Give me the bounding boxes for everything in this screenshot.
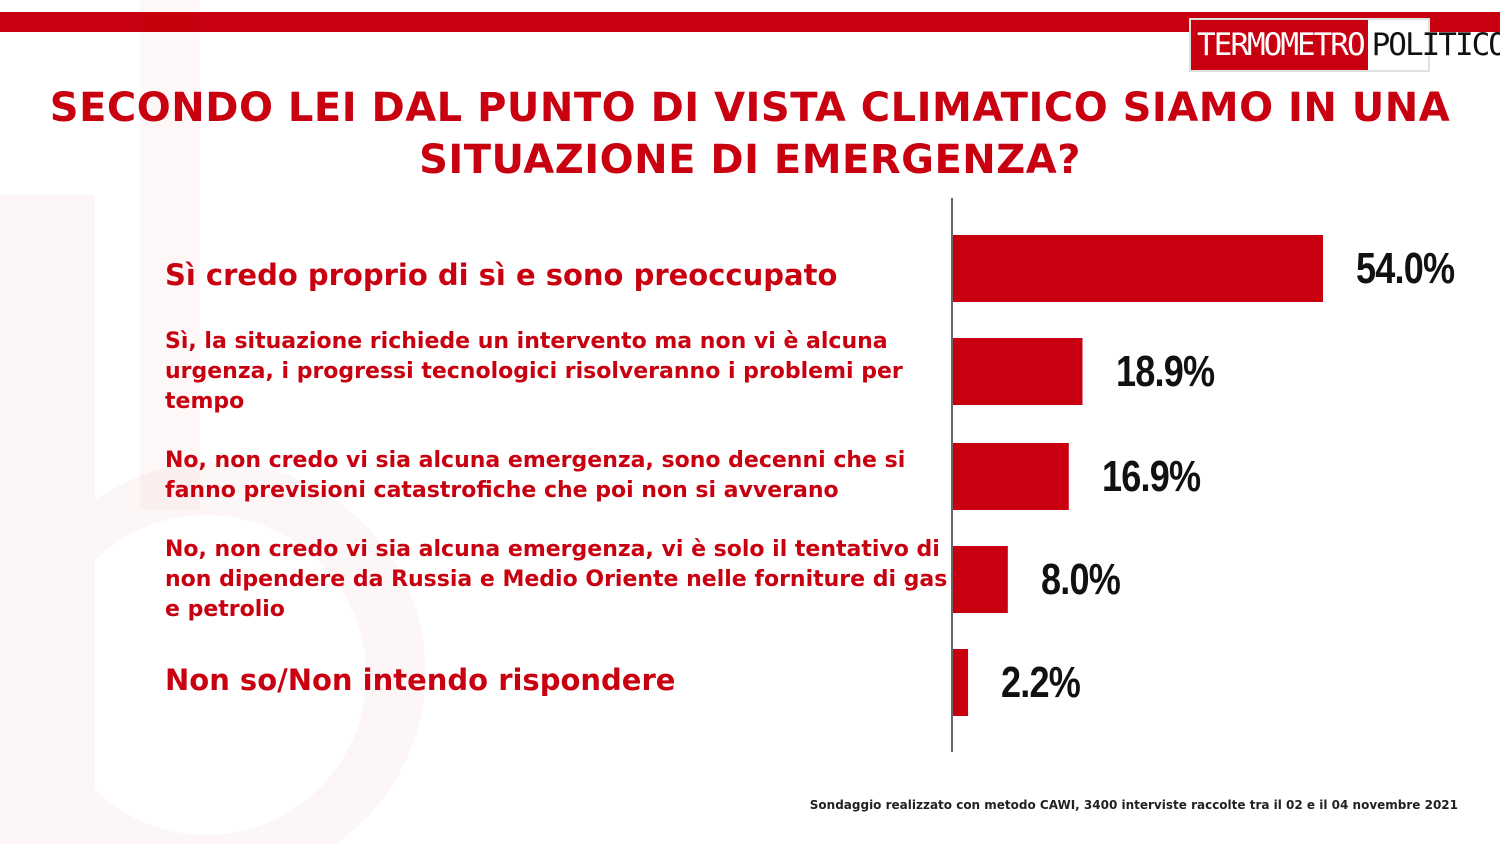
- category-label-5: Non so/Non intendo rispondere: [165, 663, 676, 697]
- logo-text-left: TERMOMETRO: [1191, 20, 1368, 70]
- value-label-4: 8.0%: [1040, 554, 1121, 604]
- survey-footnote: Sondaggio realizzato con metodo CAWI, 34…: [809, 798, 1458, 812]
- value-label-2: 18.9%: [1115, 346, 1215, 396]
- bar-5: [953, 649, 969, 716]
- chart-title: SECONDO LEI DAL PUNTO DI VISTA CLIMATICO…: [49, 85, 1451, 183]
- category-label-2: Sì, la situazione richiede un intervento…: [165, 329, 903, 414]
- category-label-3: No, non credo vi sia alcuna emergenza, s…: [165, 448, 906, 503]
- bar-1: [953, 235, 1323, 302]
- value-label-3: 16.9%: [1101, 451, 1201, 501]
- category-label-4: No, non credo vi sia alcuna emergenza, v…: [165, 537, 948, 622]
- logo-text-right: POLITICO: [1371, 27, 1500, 63]
- value-label-1: 54.0%: [1356, 243, 1455, 293]
- value-label-5: 2.2%: [1001, 657, 1081, 707]
- brand-logo: TERMOMETRO POLITICO: [1191, 20, 1500, 70]
- category-label-1: Sì credo proprio di sì e sono preoccupat…: [165, 258, 838, 292]
- bar-3: [953, 443, 1069, 510]
- top-accent-bar: [0, 12, 1500, 32]
- bar-4: [953, 546, 1008, 613]
- bar-2: [953, 338, 1083, 405]
